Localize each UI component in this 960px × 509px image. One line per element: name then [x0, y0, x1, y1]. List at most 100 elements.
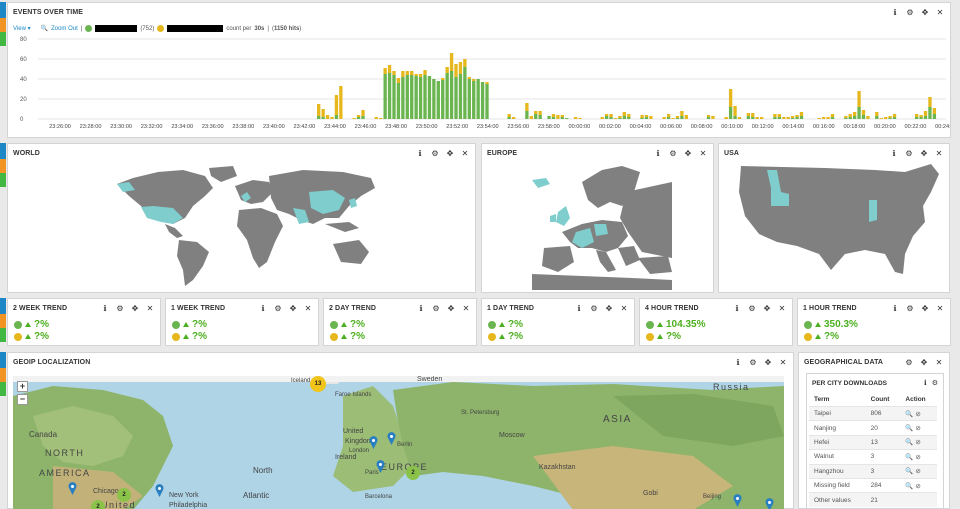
- move-icon[interactable]: ✥: [447, 304, 455, 313]
- usa-choropleth-map[interactable]: [735, 162, 945, 290]
- map-pin-icon[interactable]: [765, 498, 774, 509]
- search-icon[interactable]: 🔍: [905, 453, 914, 461]
- ban-icon[interactable]: ⊘: [915, 439, 921, 447]
- europe-choropleth-map[interactable]: [522, 162, 672, 290]
- info-icon[interactable]: ℹ: [736, 358, 740, 367]
- view-menu-link[interactable]: View ▾: [13, 26, 31, 32]
- close-icon[interactable]: ✕: [935, 358, 943, 367]
- map-place-label: Beijing: [703, 494, 722, 500]
- move-icon[interactable]: ✥: [131, 304, 139, 313]
- map-pin-icon[interactable]: [155, 484, 164, 497]
- info-icon[interactable]: ℹ: [103, 304, 107, 313]
- row-collapse-bar-geo[interactable]: [0, 352, 6, 396]
- map-pin-icon[interactable]: [369, 436, 378, 449]
- column-header-term[interactable]: Term: [814, 396, 830, 403]
- geoip-map-canvas[interactable]: Canada NORTH AMERICA United New York Philadel…: [13, 376, 784, 509]
- action-cell: 🔍 ⊘: [900, 463, 937, 479]
- close-icon[interactable]: ✕: [304, 304, 312, 313]
- info-icon[interactable]: ℹ: [892, 149, 896, 158]
- close-icon[interactable]: ✕: [699, 149, 707, 158]
- row-collapse-bar-maps[interactable]: [0, 143, 6, 187]
- move-icon[interactable]: ✥: [920, 358, 928, 367]
- map-pin-icon[interactable]: [387, 432, 396, 445]
- row-collapse-bar-events[interactable]: [0, 2, 6, 46]
- info-icon[interactable]: ℹ: [261, 304, 265, 313]
- search-icon[interactable]: 🔍: [905, 410, 914, 418]
- search-icon[interactable]: 🔍: [905, 482, 914, 490]
- search-icon[interactable]: 🔍: [905, 425, 914, 433]
- info-icon[interactable]: ℹ: [735, 304, 739, 313]
- gear-icon[interactable]: ⚙: [748, 304, 756, 313]
- close-icon[interactable]: ✕: [936, 8, 944, 17]
- ban-icon[interactable]: ⊘: [915, 453, 921, 461]
- close-icon[interactable]: ✕: [146, 304, 154, 313]
- x-tick-label: 23:42:00: [294, 124, 316, 130]
- gear-icon[interactable]: ⚙: [432, 304, 440, 313]
- move-icon[interactable]: ✥: [764, 358, 772, 367]
- move-icon[interactable]: ✥: [446, 149, 454, 158]
- gear-icon[interactable]: ⚙: [669, 149, 677, 158]
- ban-icon[interactable]: ⊘: [915, 425, 921, 433]
- move-icon[interactable]: ✥: [921, 304, 929, 313]
- map-cluster-marker[interactable]: 2: [406, 466, 420, 480]
- close-icon[interactable]: ✕: [936, 304, 944, 313]
- move-icon[interactable]: ✥: [684, 149, 692, 158]
- move-icon[interactable]: ✥: [289, 304, 297, 313]
- gear-icon[interactable]: ⚙: [431, 149, 439, 158]
- gear-icon[interactable]: ⚙: [274, 304, 282, 313]
- search-icon[interactable]: 🔍: [905, 439, 914, 447]
- close-icon[interactable]: ✕: [620, 304, 628, 313]
- world-choropleth-map[interactable]: [113, 162, 378, 290]
- gear-icon[interactable]: ⚙: [905, 358, 913, 367]
- move-icon[interactable]: ✥: [605, 304, 613, 313]
- map-pin-icon[interactable]: [733, 494, 742, 507]
- map-pin-icon[interactable]: [68, 482, 77, 495]
- map-place-label: Ireland: [335, 454, 357, 461]
- y-tick-label: 40: [20, 77, 27, 83]
- close-icon[interactable]: ✕: [461, 149, 469, 158]
- search-icon[interactable]: 🔍: [905, 468, 914, 476]
- bar-yellow: [472, 79, 476, 81]
- events-over-time-panel: EVENTS OVER TIME ℹ ⚙ ✥ ✕ View ▾ 🔍 Zoom O…: [7, 2, 951, 138]
- gear-icon[interactable]: ⚙: [906, 8, 914, 17]
- row-collapse-bar-trends[interactable]: [0, 298, 6, 342]
- move-icon[interactable]: ✥: [763, 304, 771, 313]
- info-icon[interactable]: ℹ: [419, 304, 423, 313]
- zoom-in-button[interactable]: +: [17, 381, 28, 392]
- gear-icon[interactable]: ⚙: [590, 304, 598, 313]
- ban-icon[interactable]: ⊘: [915, 482, 921, 490]
- column-header-count[interactable]: Count: [870, 396, 890, 403]
- ban-icon[interactable]: ⊘: [915, 468, 921, 476]
- gear-icon[interactable]: ⚙: [905, 149, 913, 158]
- move-icon[interactable]: ✥: [921, 8, 929, 17]
- gear-icon[interactable]: ⚙: [749, 358, 757, 367]
- info-icon[interactable]: ℹ: [924, 380, 927, 387]
- bar-yellow: [334, 95, 339, 115]
- x-tick-label: 00:16:00: [813, 124, 835, 130]
- info-icon[interactable]: ℹ: [893, 304, 897, 313]
- info-icon[interactable]: ℹ: [418, 149, 422, 158]
- close-icon[interactable]: ✕: [779, 358, 787, 367]
- info-icon[interactable]: ℹ: [893, 8, 897, 17]
- ban-icon[interactable]: ⊘: [915, 410, 921, 418]
- trend-value: ?%: [34, 331, 49, 342]
- gear-icon[interactable]: ⚙: [906, 304, 914, 313]
- close-icon[interactable]: ✕: [935, 149, 943, 158]
- map-cluster-marker[interactable]: 2: [91, 500, 105, 509]
- bar-yellow: [928, 97, 932, 107]
- map-cluster-marker[interactable]: 2: [117, 488, 131, 502]
- info-icon[interactable]: ℹ: [577, 304, 581, 313]
- map-cluster-marker[interactable]: 13: [310, 376, 326, 392]
- zoom-out-button[interactable]: −: [17, 394, 28, 405]
- trend-row-series1: ?%: [488, 319, 523, 330]
- events-bar-chart[interactable]: 80 60 40 20 0 23:26:00 23:28:00 23:30:00 23:32:0…: [8, 35, 950, 137]
- gear-icon[interactable]: ⚙: [931, 380, 938, 387]
- close-icon[interactable]: ✕: [462, 304, 470, 313]
- info-icon[interactable]: ℹ: [656, 149, 660, 158]
- zoom-out-icon[interactable]: 🔍: [40, 26, 49, 32]
- map-pin-icon[interactable]: [376, 460, 385, 473]
- move-icon[interactable]: ✥: [920, 149, 928, 158]
- zoom-out-link[interactable]: Zoom Out: [51, 25, 78, 32]
- close-icon[interactable]: ✕: [778, 304, 786, 313]
- gear-icon[interactable]: ⚙: [116, 304, 124, 313]
